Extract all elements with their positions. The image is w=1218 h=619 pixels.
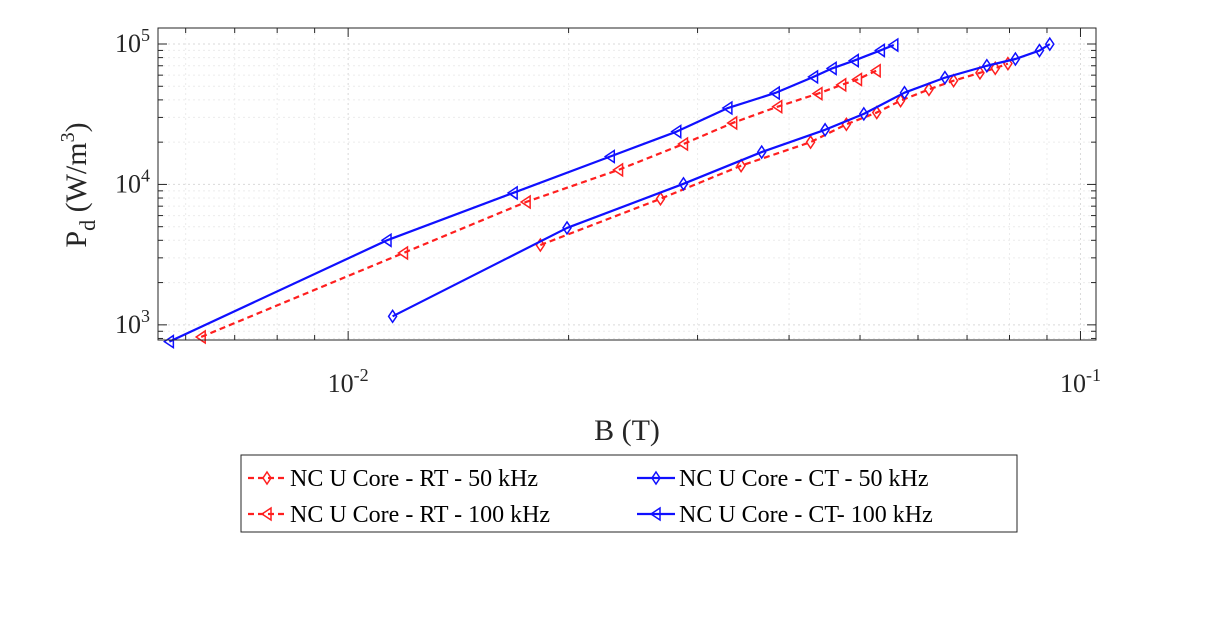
y-axis-label-superscript: 3 — [57, 132, 79, 142]
legend-marker — [260, 506, 272, 522]
legend-label: NC U Core - RT - 100 kHz — [290, 502, 550, 528]
data-point — [506, 185, 518, 201]
y-axis-label-units: (W/m — [60, 142, 93, 219]
x-tick-label: 10-2 — [328, 365, 369, 398]
data-point — [805, 134, 816, 150]
data-point — [387, 308, 398, 324]
data-point — [1034, 43, 1045, 58]
data-point — [655, 191, 666, 207]
data-point — [820, 122, 831, 138]
legend-entry-4: NC U Core - CT- 100 kHz — [637, 502, 933, 528]
legend-marker — [262, 470, 272, 486]
data-point — [736, 158, 746, 174]
data-point — [975, 65, 985, 81]
data-point — [726, 115, 738, 131]
data-point — [670, 124, 682, 139]
y-tick-label-exponent: 3 — [141, 306, 150, 326]
data-point — [768, 85, 780, 101]
legend-marker — [651, 470, 661, 486]
legend-box — [240, 454, 1018, 533]
y-tick-label-base: 10 — [115, 169, 141, 198]
legend-label: NC U Core - CT- 100 kHz — [679, 502, 933, 528]
series-layer — [163, 36, 1055, 349]
data-point — [940, 70, 950, 85]
data-point — [874, 43, 886, 58]
series-2 — [194, 63, 881, 345]
data-point — [835, 77, 847, 93]
data-point — [811, 86, 823, 102]
data-point — [721, 100, 733, 116]
y-tick-label: 104 — [115, 165, 150, 198]
y-axis-label-base: P — [60, 231, 93, 248]
series-line — [200, 69, 877, 338]
data-point — [948, 73, 959, 89]
data-point — [899, 85, 910, 101]
x-tick-label-base: 10 — [1060, 369, 1086, 398]
y-tick-label-exponent: 5 — [141, 25, 150, 45]
series-line — [392, 43, 1051, 318]
data-point — [677, 136, 689, 152]
y-axis-label: Pd (W/m3) — [57, 122, 100, 247]
data-point — [981, 58, 992, 74]
data-point — [807, 69, 819, 85]
y-axis-label-subscript: d — [75, 220, 100, 231]
data-point — [519, 194, 531, 210]
legend-entry-2: NC U Core - RT - 100 kHz — [248, 502, 550, 528]
data-point — [678, 176, 689, 192]
data-point — [562, 220, 572, 236]
series-3 — [387, 36, 1055, 324]
x-tick-label-exponent: -2 — [354, 365, 369, 385]
data-point — [869, 63, 881, 79]
data-point — [825, 61, 837, 76]
x-tick-label: 10-1 — [1060, 365, 1101, 398]
data-point — [771, 99, 783, 115]
data-point — [851, 72, 863, 87]
data-point — [990, 60, 1001, 76]
y-tick-label-base: 10 — [115, 29, 141, 58]
y-tick-label-base: 10 — [115, 310, 141, 339]
x-tick-label-base: 10 — [328, 369, 354, 398]
data-point — [1010, 51, 1021, 67]
legend-entry-1: NC U Core - RT - 50 kHz — [248, 466, 538, 492]
data-point — [871, 105, 882, 120]
data-point — [924, 82, 934, 97]
legend-entry-3: NC U Core - CT - 50 kHz — [637, 466, 929, 492]
series-line — [539, 62, 1009, 247]
legend-label: NC U Core - RT - 50 kHz — [290, 466, 538, 492]
data-point — [380, 232, 392, 248]
data-point — [895, 93, 906, 108]
y-axis-label-units-close: ) — [60, 122, 93, 132]
y-tick-label: 105 — [115, 25, 150, 58]
data-point — [847, 53, 859, 68]
x-axis-label: B (T) — [594, 414, 660, 447]
data-point — [603, 149, 616, 164]
data-point — [397, 245, 409, 261]
data-point — [756, 144, 767, 160]
data-point — [858, 106, 869, 122]
data-point — [612, 162, 624, 178]
legend-label: NC U Core - CT - 50 kHz — [679, 466, 929, 492]
legend-marker — [649, 506, 661, 522]
y-tick-label-exponent: 4 — [141, 165, 150, 185]
data-point — [1044, 36, 1055, 52]
series-4 — [163, 37, 899, 349]
data-point — [887, 37, 899, 53]
y-tick-label: 103 — [115, 306, 150, 339]
legend: NC U Core - RT - 50 kHz NC U Core - RT - … — [240, 454, 1018, 533]
data-point — [163, 334, 175, 349]
x-tick-label-exponent: -1 — [1086, 365, 1101, 385]
